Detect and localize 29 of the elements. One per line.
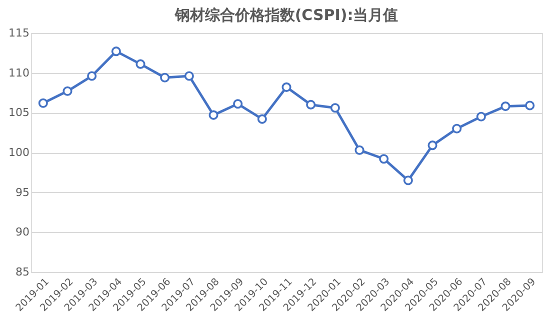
point <box>354 145 364 155</box>
y-tick-label: 105 <box>8 106 30 120</box>
point <box>306 100 316 110</box>
point <box>428 140 438 150</box>
point <box>184 71 194 81</box>
point <box>452 124 462 134</box>
point <box>379 154 389 164</box>
point <box>257 114 267 124</box>
point <box>403 176 413 186</box>
point <box>476 112 486 122</box>
y-tick-label: 95 <box>16 186 30 199</box>
point <box>330 103 340 113</box>
point <box>525 100 535 110</box>
point <box>38 98 48 108</box>
y-tick-label: 85 <box>16 266 30 278</box>
point <box>208 110 218 120</box>
point <box>87 71 97 81</box>
point <box>500 102 510 112</box>
point <box>160 72 170 82</box>
y-tick-label: 110 <box>8 66 30 80</box>
y-tick-label: 115 <box>8 26 30 40</box>
y-tick-label: 90 <box>16 226 30 239</box>
y-tick-label: 100 <box>8 146 30 159</box>
point <box>62 86 72 96</box>
point <box>136 59 146 69</box>
chart-title: 钢材综合价格指数(CSPI):当月值 <box>174 6 398 24</box>
point <box>111 46 121 56</box>
point <box>233 99 243 109</box>
point <box>282 82 292 92</box>
